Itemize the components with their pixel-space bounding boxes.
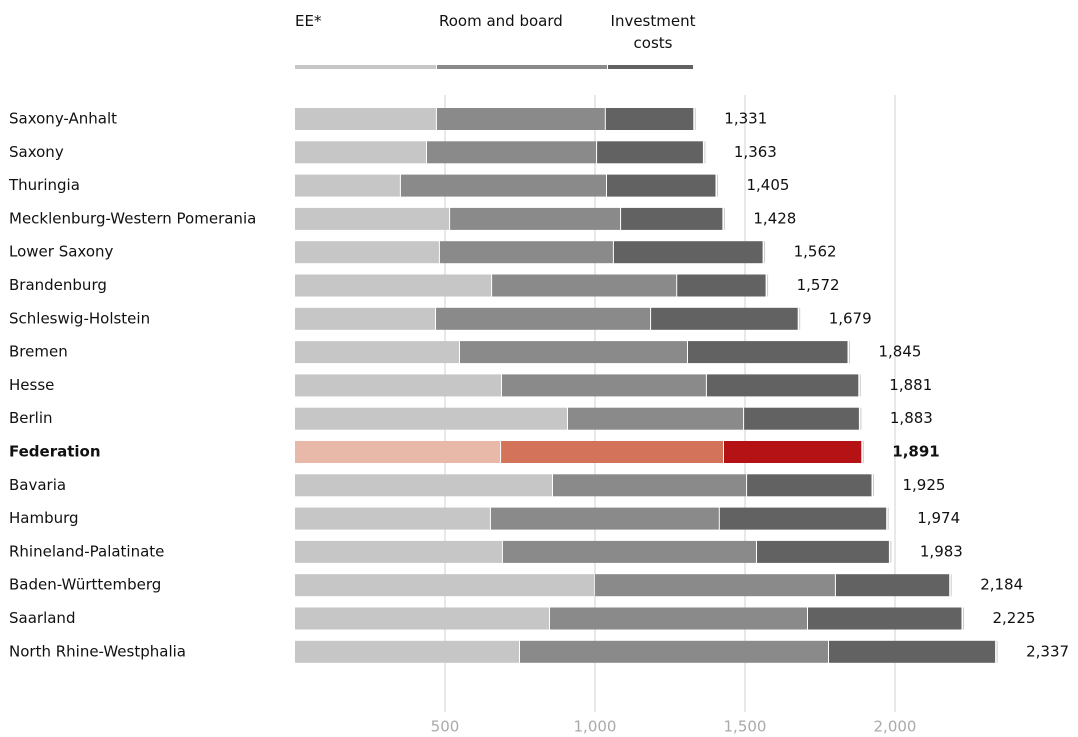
bar-segment [295, 607, 549, 630]
total-label: 1,845 [879, 343, 922, 361]
total-label: 1,983 [920, 542, 963, 560]
x-tick-label: 500 [431, 718, 460, 736]
bar-segment [757, 540, 889, 563]
category-label: Saarland [9, 609, 75, 627]
total-label: 1,974 [917, 509, 960, 527]
category-label: Bavaria [9, 476, 66, 494]
total-label: 1,562 [794, 243, 837, 261]
total-label: 1,363 [734, 143, 777, 161]
bar-segment [295, 274, 492, 297]
category-label: Brandenburg [9, 276, 107, 294]
category-label: Saxony [9, 143, 64, 161]
bar-segment [747, 474, 872, 497]
category-label: North Rhine-Westphalia [9, 642, 186, 660]
total-label: 2,225 [993, 609, 1036, 627]
legend-label: EE* [295, 12, 322, 30]
total-label: 1,679 [829, 309, 872, 327]
category-label: Lower Saxony [9, 243, 114, 261]
bar-segment [502, 540, 756, 563]
category-label: Saxony-Anhalt [9, 110, 117, 128]
bar-segment [568, 407, 744, 430]
total-label: 1,331 [724, 110, 767, 128]
category-label: Baden-Württemberg [9, 576, 161, 594]
total-label: 1,428 [753, 209, 796, 227]
legend-label: Room and board [439, 12, 563, 30]
x-tick-label: 1,500 [724, 718, 767, 736]
bar-segment [501, 441, 723, 463]
bar-segment [520, 640, 828, 663]
total-label: 1,925 [903, 476, 946, 494]
bar-segment [439, 241, 613, 264]
bar-segment [295, 108, 436, 130]
bar-segment [607, 174, 716, 197]
x-tick-label: 1,000 [574, 718, 617, 736]
category-label: Mecklenburg-Western Pomerania [9, 209, 256, 227]
bar-segment [553, 474, 747, 497]
bar-segment [400, 174, 606, 197]
bar-segment [744, 407, 859, 430]
bar-segment [295, 341, 459, 364]
bar-segment [295, 241, 439, 264]
bar-segment [295, 640, 519, 663]
bar-segment [295, 141, 426, 164]
bar-segment [829, 640, 996, 663]
bar-segment [605, 108, 694, 130]
bar-segment [835, 574, 950, 597]
total-label: 1,572 [797, 276, 840, 294]
bar-segment [450, 207, 621, 230]
bar-segment [295, 174, 400, 197]
bar-segment [613, 241, 763, 264]
bar-segment [295, 507, 490, 530]
bar-segment [295, 374, 501, 397]
bar-segment [724, 441, 862, 463]
bar-segment [295, 441, 501, 463]
bar-segment [295, 474, 552, 497]
bar-segment [427, 141, 597, 164]
total-label: 1,405 [747, 176, 790, 194]
total-label: 1,883 [890, 409, 933, 427]
category-label: Bremen [9, 343, 68, 361]
category-label: Rhineland-Palatinate [9, 542, 164, 560]
category-label: Berlin [9, 409, 53, 427]
total-label: 1,881 [889, 376, 932, 394]
bar-segment [808, 607, 962, 630]
category-label: Thuringia [8, 176, 80, 194]
bar-segment [295, 540, 502, 563]
total-label: 2,337 [1026, 642, 1069, 660]
category-label: Federation [9, 443, 101, 461]
bar-segment [490, 507, 719, 530]
bar-segment [295, 407, 567, 430]
bar-segment [597, 141, 703, 164]
total-label: 2,184 [980, 576, 1023, 594]
bar-segment [295, 207, 450, 230]
bar-segment [550, 607, 807, 630]
bar-segment [492, 274, 677, 297]
bar-segment [295, 307, 435, 330]
legend-label: Investment costs [610, 12, 696, 52]
category-label: Schleswig-Holstein [9, 309, 150, 327]
bar-segment [621, 207, 723, 230]
bar-segment [651, 307, 798, 330]
bar-segment [295, 574, 594, 597]
bar-segment [677, 274, 766, 297]
category-label: Hesse [9, 376, 54, 394]
category-label: Hamburg [9, 509, 79, 527]
bar-segment [460, 341, 687, 364]
bar-segment [436, 108, 605, 130]
bar-segment [595, 574, 835, 597]
bar-segment [502, 374, 706, 397]
total-label: 1,891 [892, 443, 939, 461]
x-tick-label: 2,000 [874, 718, 917, 736]
bar-segment [719, 507, 887, 530]
bar-segment [706, 374, 859, 397]
bar-segment [688, 341, 848, 364]
bar-segment [436, 307, 651, 330]
